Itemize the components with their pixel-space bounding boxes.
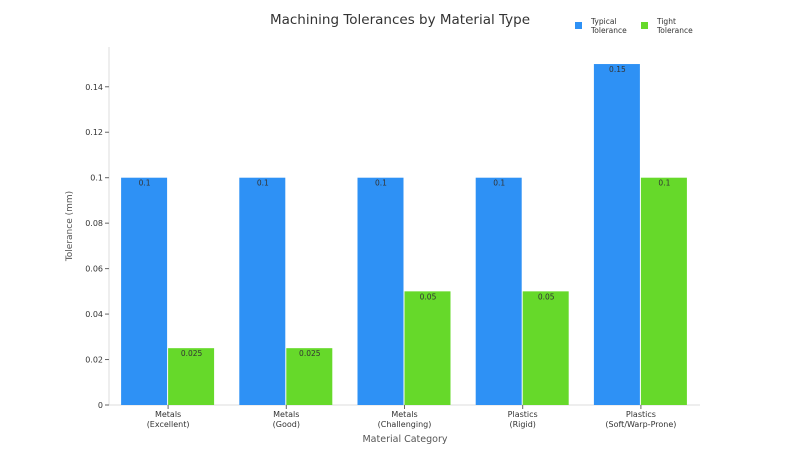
x-tick-label: (Good)	[273, 420, 300, 429]
x-tick-label: (Rigid)	[509, 420, 535, 429]
x-tick-label: (Challenging)	[378, 420, 432, 429]
bar	[593, 64, 640, 406]
y-tick-label: 0.14	[85, 83, 103, 92]
bar	[286, 348, 333, 405]
y-tick-label: 0.06	[85, 265, 103, 274]
y-tick-label: 0	[98, 401, 103, 410]
data-label: 0.1	[658, 179, 670, 188]
legend-label: Tolerance	[590, 26, 627, 35]
data-label: 0.1	[139, 179, 151, 188]
y-tick-label: 0.02	[85, 356, 103, 365]
data-label: 0.1	[257, 179, 269, 188]
legend-swatch	[575, 22, 582, 29]
data-label: 0.025	[299, 349, 321, 358]
y-tick-label: 0.08	[85, 219, 103, 228]
x-axis-label: Material Category	[362, 434, 447, 445]
chart-title: Machining Tolerances by Material Type	[270, 12, 530, 28]
bar	[121, 177, 168, 405]
bar	[357, 177, 404, 405]
legend-swatch	[641, 22, 648, 29]
data-label: 0.1	[375, 179, 387, 188]
bar	[475, 177, 522, 405]
bar	[239, 177, 286, 405]
legend-label: Tolerance	[656, 26, 693, 35]
legend-label: Typical	[590, 17, 617, 26]
y-axis-label: Tolerance (mm)	[65, 191, 75, 262]
x-tick-label: (Soft/Warp-Prone)	[605, 420, 676, 429]
bar	[168, 348, 215, 405]
bar	[640, 177, 687, 405]
data-label: 0.025	[181, 349, 203, 358]
y-tick-label: 0.12	[85, 128, 103, 137]
y-tick-label: 0.1	[90, 174, 103, 183]
bar	[404, 291, 451, 405]
data-label: 0.15	[609, 65, 626, 74]
data-label: 0.05	[420, 292, 437, 301]
data-label: 0.1	[493, 179, 505, 188]
legend-label: Tight	[656, 17, 676, 26]
x-tick-label: Plastics	[626, 410, 656, 419]
x-tick-label: Metals	[155, 410, 181, 419]
x-tick-label: (Excellent)	[147, 420, 190, 429]
x-tick-label: Metals	[273, 410, 299, 419]
bar	[522, 291, 569, 405]
data-label: 0.05	[538, 292, 555, 301]
x-tick-label: Plastics	[508, 410, 538, 419]
x-tick-label: Metals	[391, 410, 417, 419]
y-tick-label: 0.04	[85, 310, 103, 319]
